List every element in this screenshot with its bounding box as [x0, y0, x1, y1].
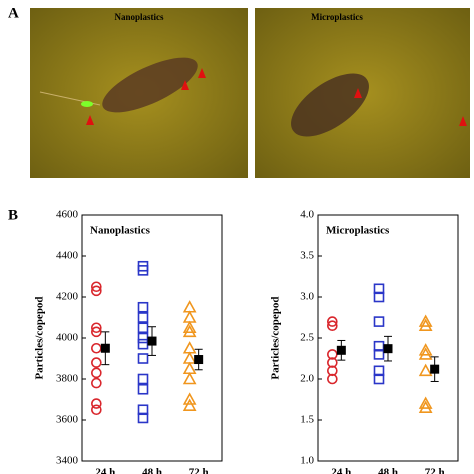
- data-point: [327, 373, 338, 385]
- mean-marker: [194, 355, 204, 365]
- data-point: [137, 373, 149, 385]
- data-point: [137, 353, 149, 364]
- data-point: [137, 332, 149, 344]
- data-point: [418, 400, 433, 414]
- mean-marker: [100, 343, 110, 353]
- y-tick-label: 1.0: [300, 455, 314, 467]
- image-title: Microplastics: [311, 12, 363, 22]
- y-axis-label: Particles/copepod: [270, 296, 282, 379]
- data-point: [182, 398, 197, 411]
- data-point: [91, 342, 102, 354]
- data-point: [182, 351, 197, 364]
- chart-title: Nanoplastics: [90, 225, 151, 237]
- data-point: [327, 320, 338, 332]
- data-point: [137, 383, 149, 395]
- mean-marker: [430, 364, 440, 374]
- y-tick-label: 4600: [56, 209, 79, 221]
- y-axis-label: Particles/copepod: [34, 296, 46, 379]
- y-tick-label: 4.0: [300, 209, 314, 221]
- y-tick-label: 1.5: [300, 414, 314, 426]
- data-point: [418, 318, 433, 332]
- copepod: [102, 57, 198, 113]
- x-tick-label: 72 h: [189, 467, 209, 474]
- data-point: [182, 320, 197, 334]
- y-tick-label: 3600: [56, 414, 79, 426]
- y-tick-label: 4000: [56, 332, 79, 344]
- x-tick-label: 24 h: [331, 467, 351, 474]
- y-tick-label: 3400: [56, 455, 79, 467]
- y-tick-label: 3.5: [300, 250, 314, 262]
- data-point: [91, 285, 102, 297]
- data-point: [91, 398, 102, 409]
- y-tick-label: 4400: [56, 250, 79, 262]
- mean-marker: [383, 344, 393, 354]
- data-point: [91, 404, 102, 416]
- y-tick-label: 4200: [56, 291, 79, 303]
- data-point: [137, 412, 149, 424]
- panel-label: A: [8, 5, 19, 21]
- y-tick-label: 3.0: [300, 291, 314, 303]
- arrow-marker: [181, 80, 189, 90]
- data-point: [182, 371, 197, 385]
- data-point: [418, 347, 433, 360]
- data-point: [327, 357, 338, 368]
- data-point: [327, 316, 338, 327]
- data-point: [182, 324, 197, 338]
- copepod: [291, 73, 369, 137]
- y-tick-label: 2.5: [300, 332, 314, 344]
- data-point: [182, 392, 197, 405]
- data-point: [91, 367, 102, 379]
- data-point: [373, 291, 385, 303]
- data-point: [373, 316, 385, 327]
- data-point: [91, 281, 102, 293]
- mean-marker: [147, 336, 157, 346]
- arrow-marker: [198, 68, 206, 78]
- data-point: [418, 314, 433, 327]
- data-point: [137, 265, 149, 276]
- x-tick-label: 48 h: [142, 467, 162, 474]
- data-point: [137, 301, 149, 313]
- data-point: [91, 326, 102, 338]
- data-point: [418, 396, 433, 409]
- chart-title: Microplastics: [326, 225, 390, 237]
- image-title: Nanoplastics: [114, 12, 164, 22]
- data-point: [137, 322, 149, 334]
- x-tick-label: 24 h: [95, 467, 115, 474]
- particle: [81, 101, 93, 107]
- data-point: [418, 363, 433, 377]
- arrow-marker: [86, 115, 94, 125]
- panel-label: B: [8, 207, 18, 223]
- x-tick-label: 48 h: [378, 467, 398, 474]
- arrow-marker: [354, 88, 362, 98]
- data-point: [182, 361, 197, 375]
- mean-marker: [336, 345, 346, 355]
- data-point: [418, 343, 433, 356]
- y-tick-label: 3800: [56, 373, 79, 385]
- data-point: [182, 310, 197, 323]
- data-point: [137, 338, 149, 350]
- data-point: [182, 300, 197, 313]
- y-tick-label: 2.0: [300, 373, 314, 385]
- data-point: [91, 322, 102, 334]
- data-point: [137, 312, 149, 323]
- data-point: [182, 341, 197, 354]
- x-tick-label: 72 h: [425, 467, 445, 474]
- data-point: [373, 349, 385, 360]
- data-point: [373, 373, 385, 385]
- data-point: [91, 377, 102, 389]
- arrow-marker: [459, 116, 467, 126]
- data-point: [91, 357, 102, 368]
